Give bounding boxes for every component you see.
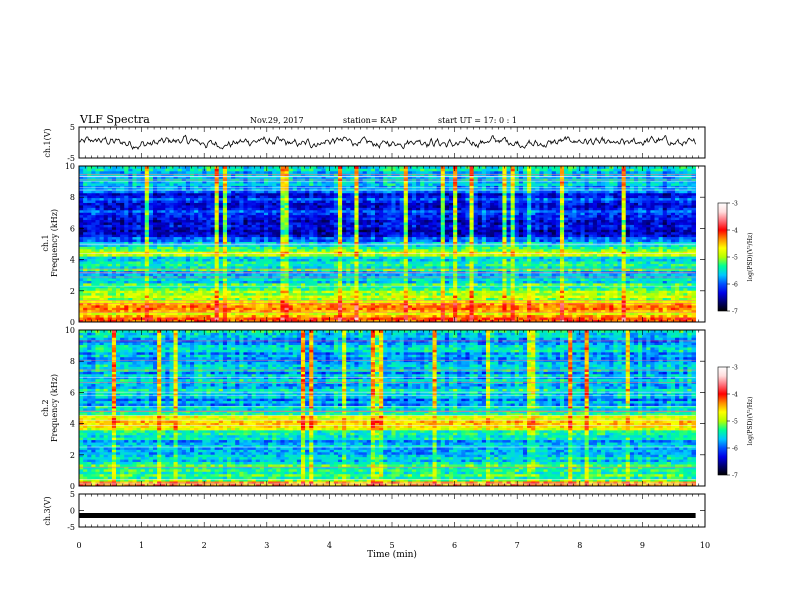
colorbar-tick: -7	[732, 309, 738, 316]
x-tick-label: 3	[264, 541, 269, 550]
x-tick-label: 2	[202, 541, 207, 550]
p2-cells	[79, 166, 697, 323]
colorbar-tick: -3	[732, 201, 738, 208]
start-time-label: start UT = 17: 0 : 1	[438, 116, 517, 125]
p2-ytick: 10	[65, 162, 75, 171]
colorbar-tick: -3	[732, 365, 738, 372]
colorbar-label: log(PSD)(V²/Hz)	[747, 397, 754, 446]
ch3-ytick: -5	[67, 523, 75, 532]
ch1-ytick: 5	[70, 123, 75, 132]
ch1-ytick: -5	[67, 154, 75, 163]
colorbar-tick: -7	[732, 473, 738, 480]
colorbar-label: log(PSD)(V²/Hz)	[747, 233, 754, 282]
ch3-ytick: 5	[70, 490, 75, 499]
ch1-waveform-line	[78, 134, 696, 150]
time-axis: 0 1 2 3 4 5 6 7 8 9 10	[76, 541, 710, 550]
date-label: Nov.29, 2017	[250, 116, 304, 125]
ch3-waveform-panel: 5 0 -5	[67, 490, 706, 532]
colorbar-tick: -4	[732, 392, 738, 399]
p2-ytick: 2	[70, 287, 75, 296]
ch1-waveform-panel: 5 -5	[67, 123, 706, 163]
x-axis-label: Time (min)	[367, 549, 417, 560]
p2-ytick: 8	[70, 193, 75, 202]
p2-ytick: 6	[70, 224, 75, 233]
ch1-freq-ylabel: ch.1Frequency (kHz)	[41, 209, 59, 277]
ch3-ylabel: ch.3(V)	[43, 496, 52, 525]
ch3-ytick: 0	[70, 507, 75, 516]
p3-cells	[79, 330, 697, 487]
colorbar-tick: -4	[732, 228, 738, 235]
colorbar-tick: -6	[732, 446, 738, 453]
ch1-ylabel: ch.1(V)	[43, 128, 52, 157]
ch2-colorbar: -3 -4 -5 -6 -7 log(PSD)(V²/Hz)	[717, 365, 754, 480]
ch2-freq-ylabel: ch.2Frequency (kHz)	[41, 374, 59, 442]
p3-ytick: 4	[70, 420, 75, 429]
p3-ytick: 2	[70, 451, 75, 460]
colorbar-tick: -5	[732, 255, 738, 262]
p3-ytick: 0	[70, 482, 75, 491]
x-tick-label: 1	[139, 541, 144, 550]
p3-ytick: 6	[70, 388, 75, 397]
cb2-scale	[717, 366, 728, 476]
x-tick-label: 10	[700, 541, 710, 550]
x-tick-label: 0	[76, 541, 81, 550]
chart-title: VLF Spectra	[79, 113, 150, 126]
p2-ytick: 0	[70, 318, 75, 327]
x-tick-label: 7	[515, 541, 520, 550]
station-label: station= KAP	[343, 116, 398, 125]
p3-ytick: 8	[70, 357, 75, 366]
p3-ytick: 10	[65, 326, 75, 335]
ch1-spectrogram-panel: 0 2 4 6 8 10	[65, 162, 706, 327]
p2-ytick: 4	[70, 256, 75, 265]
ch2-spectrogram-panel: 0 2 4 6 8 10	[65, 326, 706, 491]
cb1-scale	[717, 202, 728, 312]
x-tick-label: 9	[640, 541, 645, 550]
x-tick-label: 5	[389, 541, 394, 550]
colorbar-tick: -6	[732, 282, 738, 289]
ch1-colorbar: -3 -4 -5 -6 -7 log(PSD)(V²/Hz)	[717, 201, 754, 316]
x-tick-label: 8	[577, 541, 582, 550]
colorbar-tick: -5	[732, 419, 738, 426]
x-tick-label: 6	[452, 541, 457, 550]
x-tick-label: 4	[327, 541, 332, 550]
